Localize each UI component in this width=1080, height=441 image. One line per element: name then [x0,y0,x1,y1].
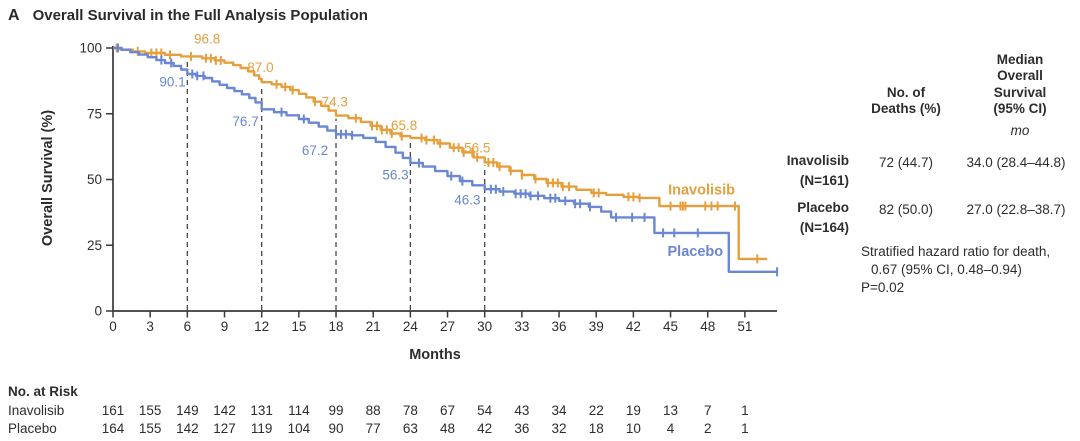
risk-count-inavolisib: 13 [663,403,678,418]
risk-count-placebo: 77 [366,421,381,436]
curve-annotation-inavolisib: 74.3 [322,94,348,109]
figure-title: Overall Survival in the Full Analysis Po… [32,7,368,24]
curve-annotation-placebo: 76.7 [232,114,258,129]
risk-count-inavolisib: 43 [514,403,529,418]
curve-annotation-placebo: 56.3 [382,167,408,182]
risk-count-inavolisib: 54 [477,403,493,418]
curve-annotation-inavolisib: 96.8 [194,31,220,46]
risk-count-placebo: 63 [403,421,418,436]
risk-count-placebo: 48 [440,421,455,436]
risk-table-heading: No. at Risk [8,384,78,399]
x-tick-label: 42 [626,319,641,334]
x-tick-label: 33 [514,319,529,334]
risk-count-placebo: 2 [704,421,712,436]
x-tick-label: 30 [477,319,492,334]
risk-count-placebo: 4 [667,421,675,436]
x-tick-label: 36 [552,319,567,334]
risk-count-placebo: 155 [139,421,162,436]
x-tick-label: 39 [589,319,604,334]
y-axis-label: Overall Survival (%) [40,110,56,246]
x-tick-label: 3 [146,319,154,334]
risk-count-placebo: 10 [626,421,641,436]
y-tick-label: 50 [87,172,102,187]
risk-count-inavolisib: 7 [704,403,712,418]
risk-count-inavolisib: 1 [741,403,749,418]
risk-count-placebo: 36 [514,421,529,436]
curve-annotation-placebo: 90.1 [159,75,185,90]
risk-count-placebo: 18 [589,421,604,436]
survival-curve-placebo [113,46,778,273]
curve-annotation-inavolisib: 56.5 [464,140,490,155]
risk-count-inavolisib: 67 [440,403,455,418]
risk-count-placebo: 1 [741,421,749,436]
risk-count-placebo: 119 [251,421,273,436]
risk-count-inavolisib: 155 [139,403,162,418]
x-tick-label: 45 [663,319,678,334]
y-tick-label: 0 [94,304,102,319]
risk-count-inavolisib: 131 [250,403,273,418]
x-tick-label: 24 [403,319,419,334]
x-tick-label: 18 [329,319,344,334]
x-tick-label: 48 [700,319,715,334]
risk-row-label-placebo: Placebo [8,421,57,436]
risk-count-placebo: 42 [477,421,492,436]
risk-count-placebo: 32 [552,421,567,436]
y-tick-label: 25 [87,238,102,253]
x-tick-label: 9 [221,319,229,334]
risk-count-inavolisib: 78 [403,403,418,418]
panel-letter: A [8,7,20,24]
curve-annotation-inavolisib: 87.0 [247,60,273,75]
x-tick-label: 0 [109,319,117,334]
risk-count-inavolisib: 161 [102,403,125,418]
x-tick-label: 21 [366,319,381,334]
x-axis-label: Months [409,347,461,363]
survival-curve-inavolisib [113,46,768,261]
risk-count-inavolisib: 149 [176,403,199,418]
figure-title-row: A Overall Survival in the Full Analysis P… [8,7,368,25]
risk-count-placebo: 104 [288,421,311,436]
y-tick-label: 100 [79,41,102,56]
curve-annotation-inavolisib: 65.8 [391,118,417,133]
curve-label-inavolisib: Inavolisib [668,182,735,198]
risk-count-placebo: 142 [176,421,199,436]
risk-count-placebo: 90 [329,421,344,436]
risk-count-inavolisib: 34 [552,403,568,418]
x-tick-label: 12 [254,319,269,334]
risk-count-inavolisib: 22 [589,403,604,418]
x-tick-label: 27 [440,319,455,334]
curve-annotation-placebo: 67.2 [302,143,328,158]
risk-count-placebo: 164 [102,421,125,436]
risk-count-inavolisib: 114 [288,403,310,418]
risk-count-placebo: 127 [213,421,236,436]
risk-row-label-inavolisib: Inavolisib [8,403,64,418]
risk-count-inavolisib: 19 [626,403,641,418]
risk-count-inavolisib: 99 [329,403,344,418]
y-tick-label: 75 [87,106,102,121]
risk-count-inavolisib: 142 [213,403,236,418]
x-tick-label: 51 [737,319,752,334]
x-tick-label: 15 [291,319,306,334]
curve-label-placebo: Placebo [668,244,724,260]
curve-annotation-placebo: 46.3 [454,193,480,208]
risk-count-inavolisib: 88 [366,403,381,418]
x-tick-label: 6 [184,319,192,334]
